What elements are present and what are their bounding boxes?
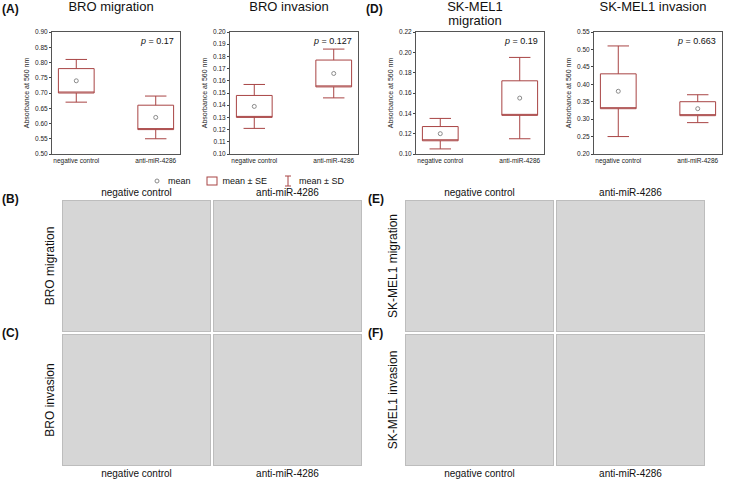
svg-text:0.12: 0.12 xyxy=(213,126,226,133)
html-text:negative control: negative control xyxy=(444,187,515,198)
html-text:BRO migration: BRO migration xyxy=(68,0,154,14)
svg-text:0.12: 0.12 xyxy=(399,130,412,137)
svg-text:negative control: negative control xyxy=(595,157,641,165)
svg-text:0.85: 0.85 xyxy=(35,44,48,51)
svg-text:anti-miR-4286: anti-miR-4286 xyxy=(499,157,540,164)
html-text:mean ± SE: mean ± SE xyxy=(222,176,267,186)
svg-text:p = 0.17: p = 0.17 xyxy=(140,36,174,46)
html-text:(B): (B) xyxy=(2,192,19,206)
svg-text:0.75: 0.75 xyxy=(35,74,48,81)
svg-text:anti-miR-4286: anti-miR-4286 xyxy=(677,157,718,164)
svg-text:Absorbance at 560 nm: Absorbance at 560 nm xyxy=(387,58,394,129)
svg-text:0.35: 0.35 xyxy=(577,98,590,105)
html-text:(A): (A) xyxy=(2,2,19,16)
html-text:(E): (E) xyxy=(368,192,384,206)
svg-text:negative control: negative control xyxy=(53,157,99,165)
svg-text:0.13: 0.13 xyxy=(213,114,226,121)
svg-text:0.22: 0.22 xyxy=(399,28,412,35)
svg-text:0.90: 0.90 xyxy=(35,28,48,35)
svg-text:0.25: 0.25 xyxy=(577,133,590,140)
svg-text:p = 0.127: p = 0.127 xyxy=(313,36,352,46)
html-text:SK-MEL1 migration: SK-MEL1 migration xyxy=(386,214,400,318)
svg-text:Absorbance at 560 nm: Absorbance at 560 nm xyxy=(23,58,30,129)
html-text:SK-MEL1 invasion: SK-MEL1 invasion xyxy=(599,0,707,14)
svg-text:p = 0.19: p = 0.19 xyxy=(504,36,538,46)
html-text:BRO invasion: BRO invasion xyxy=(43,363,57,437)
html-text:BRO migration: BRO migration xyxy=(43,226,57,306)
svg-text:p = 0.663: p = 0.663 xyxy=(677,36,716,46)
svg-text:0.16: 0.16 xyxy=(213,77,226,84)
html-text:SK-MEL1 migration: SK-MEL1 migration xyxy=(447,0,503,28)
html-text:anti-miR-4286: anti-miR-4286 xyxy=(256,187,319,198)
svg-text:0.17: 0.17 xyxy=(213,65,226,72)
svg-text:negative control: negative control xyxy=(231,157,277,165)
html-text:mean ± SD: mean ± SD xyxy=(299,176,344,186)
html-text:anti-miR-4286: anti-miR-4286 xyxy=(599,187,662,198)
svg-text:0.20: 0.20 xyxy=(213,28,226,35)
svg-text:0.55: 0.55 xyxy=(577,28,590,35)
svg-text:Absorbance at 560 nm: Absorbance at 560 nm xyxy=(201,58,208,129)
svg-text:0.50: 0.50 xyxy=(577,46,590,53)
svg-text:0.18: 0.18 xyxy=(399,69,412,76)
svg-text:0.10: 0.10 xyxy=(399,150,412,157)
svg-text:0.40: 0.40 xyxy=(577,81,590,88)
html-text:SK-MEL1 invasion: SK-MEL1 invasion xyxy=(386,350,400,450)
svg-text:0.16: 0.16 xyxy=(399,89,412,96)
svg-text:0.80: 0.80 xyxy=(35,59,48,66)
svg-text:0.18: 0.18 xyxy=(213,53,226,60)
svg-text:0.50: 0.50 xyxy=(35,150,48,157)
html-text:anti-miR-4286: anti-miR-4286 xyxy=(256,468,319,479)
svg-text:0.60: 0.60 xyxy=(35,120,48,127)
svg-text:0.19: 0.19 xyxy=(213,40,226,47)
html-text:(F): (F) xyxy=(368,326,384,340)
svg-text:0.11: 0.11 xyxy=(214,138,227,145)
svg-text:anti-miR-4286: anti-miR-4286 xyxy=(135,157,176,164)
svg-text:0.45: 0.45 xyxy=(577,63,590,70)
svg-text:0.55: 0.55 xyxy=(35,135,48,142)
html-text:(C): (C) xyxy=(2,326,19,340)
html-text:negative control: negative control xyxy=(101,468,172,479)
svg-text:0.20: 0.20 xyxy=(577,150,590,157)
svg-text:0.14: 0.14 xyxy=(213,101,226,108)
svg-text:negative control: negative control xyxy=(417,157,463,165)
svg-text:0.20: 0.20 xyxy=(399,49,412,56)
html-text:negative control: negative control xyxy=(444,468,515,479)
html-text:mean: mean xyxy=(168,176,191,186)
svg-text:anti-miR-4286: anti-miR-4286 xyxy=(313,157,354,164)
svg-text:0.65: 0.65 xyxy=(35,105,48,112)
svg-text:Absorbance at 560 nm: Absorbance at 560 nm xyxy=(565,58,572,129)
svg-text:0.14: 0.14 xyxy=(399,110,412,117)
html-text:negative control: negative control xyxy=(101,187,172,198)
svg-text:0.30: 0.30 xyxy=(577,115,590,122)
html-text:BRO invasion: BRO invasion xyxy=(249,0,329,14)
svg-text:0.15: 0.15 xyxy=(213,89,226,96)
svg-text:0.10: 0.10 xyxy=(213,150,226,157)
html-text:(D): (D) xyxy=(366,2,383,16)
html-text:anti-miR-4286: anti-miR-4286 xyxy=(599,468,662,479)
svg-text:0.70: 0.70 xyxy=(35,89,48,96)
